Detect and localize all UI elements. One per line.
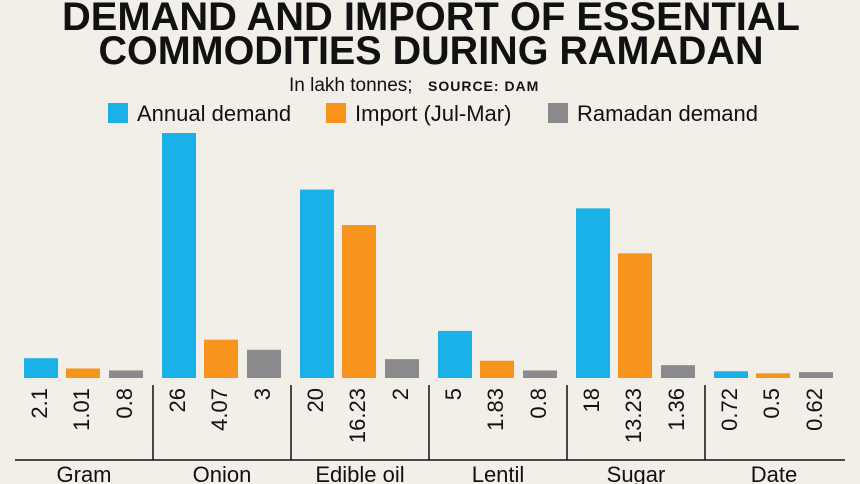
bar	[342, 225, 376, 378]
bar	[661, 365, 695, 378]
bar	[109, 370, 143, 378]
chart-title: COMMODITIES DURING RAMADAN	[99, 29, 764, 73]
x-tick-label: Edible oil	[315, 462, 404, 484]
legend-swatch	[108, 103, 128, 123]
bar	[714, 371, 748, 378]
bar	[204, 339, 238, 378]
legend-label: Annual demand	[137, 101, 291, 126]
data-label: 18	[579, 388, 604, 412]
bar	[24, 358, 58, 378]
legend-label: Import (Jul-Mar)	[355, 101, 511, 126]
bar	[247, 349, 281, 378]
data-label: 3	[250, 388, 275, 400]
data-label: 16.23	[345, 388, 370, 443]
data-label: 1.36	[664, 388, 689, 431]
chart-title: DEMAND AND IMPORT OF ESSENTIAL	[62, 0, 800, 39]
bar	[618, 253, 652, 378]
bar	[385, 359, 419, 378]
bar	[756, 373, 790, 378]
data-label: 26	[165, 388, 190, 412]
data-label: 13.23	[621, 388, 646, 443]
bar	[300, 189, 334, 378]
bar	[438, 330, 472, 378]
data-label: 0.5	[759, 388, 784, 419]
bar	[799, 372, 833, 378]
bar	[162, 133, 196, 378]
data-label: 0.8	[526, 388, 551, 419]
bar	[523, 370, 557, 378]
data-label: 1.83	[483, 388, 508, 431]
x-tick-label: Date	[751, 462, 797, 484]
x-tick-label: Onion	[193, 462, 252, 484]
data-label: 2	[388, 388, 413, 400]
x-tick-label: Lentil	[472, 462, 525, 484]
subtitle: In lakh tonnes;	[289, 75, 413, 96]
legend-swatch	[548, 103, 568, 123]
legend-label: Ramadan demand	[577, 101, 758, 126]
bar	[66, 368, 100, 378]
data-label: 1.01	[69, 388, 94, 431]
data-label: 0.8	[112, 388, 137, 419]
source: SOURCE: DAM	[428, 78, 539, 94]
x-tick-label: Sugar	[607, 462, 666, 484]
bar	[576, 208, 610, 378]
data-label: 0.72	[717, 388, 742, 431]
data-label: 5	[441, 388, 466, 400]
legend-swatch	[326, 103, 346, 123]
bar	[480, 360, 514, 378]
data-label: 0.62	[802, 388, 827, 431]
x-tick-label: Gram	[57, 462, 112, 484]
data-label: 20	[303, 388, 328, 412]
data-label: 4.07	[207, 388, 232, 431]
data-label: 2.1	[27, 388, 52, 419]
